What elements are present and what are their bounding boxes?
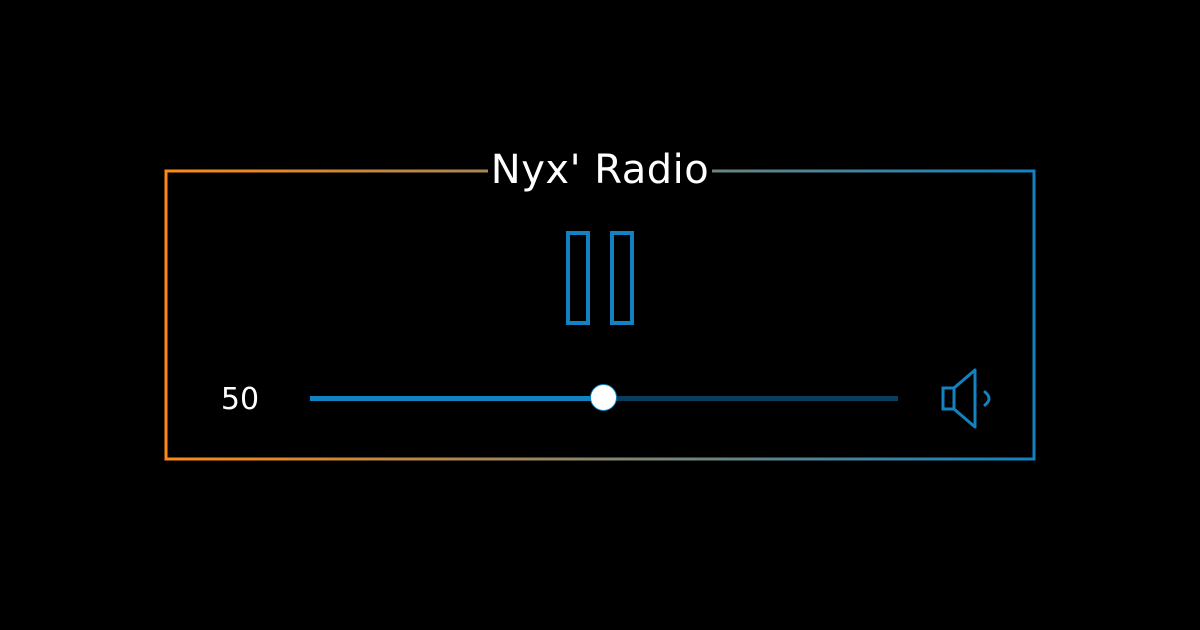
pause-button[interactable] xyxy=(556,222,646,334)
volume-track-fill xyxy=(310,396,604,401)
speaker-button[interactable] xyxy=(935,364,1005,434)
player-title: Nyx' Radio xyxy=(490,147,710,193)
pause-icon xyxy=(566,231,590,325)
volume-slider-thumb[interactable] xyxy=(590,384,617,411)
volume-slider[interactable] xyxy=(310,382,898,414)
speaker-icon xyxy=(941,368,991,429)
pause-icon-bar xyxy=(610,231,634,325)
volume-value: 50 xyxy=(220,382,260,417)
